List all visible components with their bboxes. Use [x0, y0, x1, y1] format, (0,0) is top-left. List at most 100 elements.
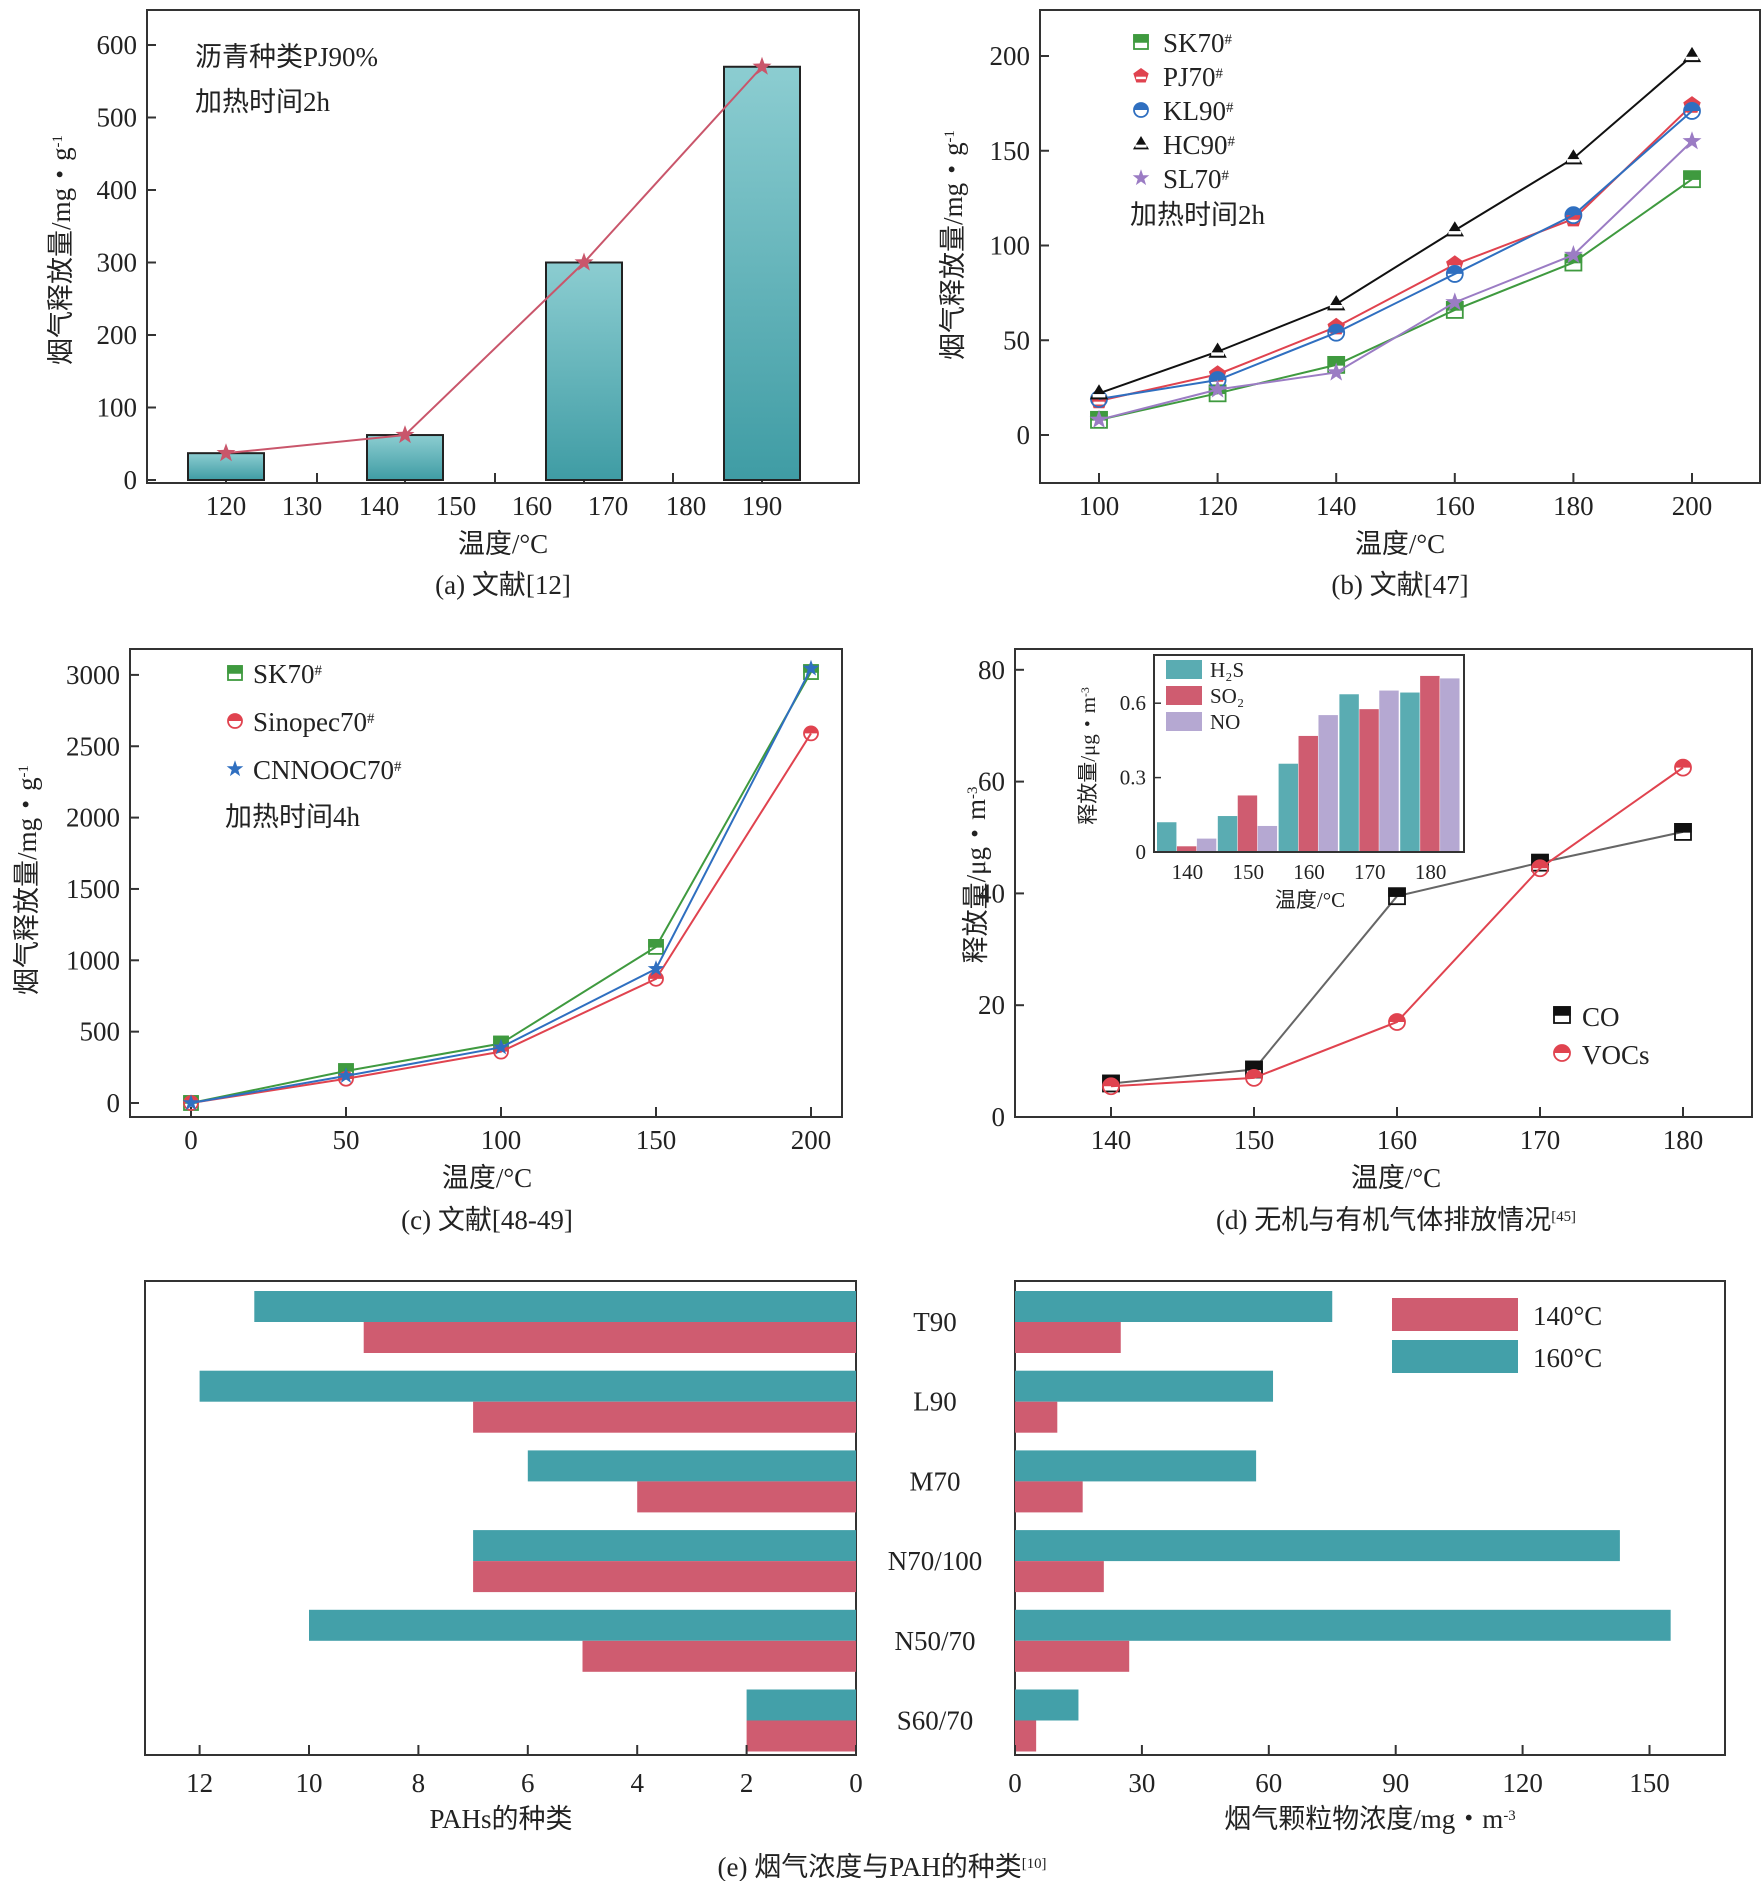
plot-frame-e-right [1014, 1280, 1726, 1756]
data-point-CNNOOC70 [337, 1067, 355, 1083]
legend-swatch [1392, 1340, 1518, 1373]
caption: (a) 文献[12] [435, 570, 571, 600]
inset-bar-170-2 [1379, 690, 1399, 852]
marker-top-half [1133, 34, 1149, 43]
panel-d: 0 20 40 60 80 140 150 160 170 180 CO VOCs 温度/°C 释放量/μ… [961, 648, 1753, 1235]
left-bar-M70-140°C [637, 1481, 856, 1513]
data-point-KL90 [1445, 265, 1464, 283]
panel-e: T90 L90 M70 N70/100 N50/70 S60/70 12 10 8 6 4 2 0 0 30… [144, 1280, 1726, 1881]
x-tick-label: 10 [296, 1768, 323, 1798]
marker-outline [1133, 102, 1149, 118]
legend-marker-KL90 [1133, 102, 1149, 118]
y-tick-label: 0 [992, 1102, 1006, 1132]
x-tick-label: 140 [359, 491, 400, 521]
legend-marker-VOCs [1553, 1044, 1571, 1062]
x-tick-label: 180 [1553, 491, 1594, 521]
left-bar-S60/70-160°C [746, 1689, 856, 1721]
bar-170 [545, 261, 623, 481]
left-bar-T90-160°C [254, 1291, 857, 1322]
data-point-SL70 [1563, 245, 1583, 264]
inset-bar-150-1 [1237, 795, 1258, 852]
y-axis-label-text: 烟气释放量/mg・g-1 [12, 765, 42, 995]
data-point-CNNOOC70 [182, 1094, 200, 1111]
x-tick-label: 50 [333, 1125, 360, 1155]
marker-fill [1445, 292, 1465, 311]
x-axis-label: 温度/°C [458, 529, 548, 559]
inset-legend-swatch [1166, 712, 1202, 731]
caption-sup: [10] [1022, 1856, 1047, 1872]
marker-stripe [1329, 305, 1343, 309]
x-tick-label: 4 [630, 1768, 644, 1798]
inset-x-axis-label: 温度/°C [1275, 888, 1345, 912]
y-tick-label: 60 [978, 767, 1005, 797]
annotation: 加热时间2h [1130, 200, 1265, 230]
series-line-SL70 [1098, 140, 1693, 421]
data-point-SL70 [1445, 292, 1465, 311]
x-tick-label: 160 [512, 491, 553, 521]
marker-fill [1208, 379, 1228, 398]
data-point-CNNOOC70 [647, 960, 665, 976]
legend-label: HC90# [1163, 130, 1236, 160]
y-tick-label: 1000 [66, 945, 120, 975]
y-tick-label: 200 [97, 320, 138, 350]
marker-fill [1682, 131, 1702, 150]
x-tick-label: 6 [521, 1768, 535, 1798]
marker-outline [1531, 859, 1549, 878]
marker-stripe [1685, 56, 1699, 61]
legend-label-main: KL90 [1163, 96, 1226, 126]
marker-fill [802, 659, 820, 676]
series-line-HC90 [1098, 55, 1693, 395]
legend-label: SL70# [1163, 164, 1230, 194]
inset-y-axis-label-text-sup: -3 [1080, 687, 1092, 697]
caption: (e) 烟气浓度与PAH的种类[10] [718, 1852, 1047, 1881]
legend-label: VOCs [1582, 1040, 1650, 1070]
x-axis-label-right-main: 烟气颗粒物浓度/mg・m [1224, 1804, 1503, 1834]
inset-bar-180-0 [1400, 692, 1420, 852]
legend-label-sup: # [1216, 66, 1224, 82]
plot-frame-b [1039, 9, 1761, 484]
data-point-CNNOOC70 [802, 659, 820, 676]
x-axis-label: 温度/°C [1355, 529, 1445, 559]
category-label: M70 [909, 1466, 960, 1496]
category-label: N50/70 [895, 1626, 976, 1656]
data-point-HC90 [1208, 342, 1227, 358]
y-tick-label: 0 [107, 1088, 121, 1118]
caption-main: (e) 烟气浓度与PAH的种类 [718, 1852, 1022, 1881]
inset-bar-140-2 [1196, 838, 1217, 852]
marker-outline [1564, 206, 1583, 225]
inset-y-tick-label: 0.3 [1120, 766, 1146, 790]
bar-120 [187, 452, 265, 481]
data-point-SK70 [1683, 170, 1701, 189]
marker-outline [1102, 1077, 1120, 1096]
legend-marker-HC90 [1132, 136, 1150, 150]
marker-fill [395, 425, 415, 444]
marker-fill [337, 1067, 355, 1083]
legend-label: KL90# [1163, 96, 1234, 126]
y-tick-label: 2500 [66, 731, 120, 761]
legend-marker-CNNOOC70 [226, 760, 244, 777]
series-line-KL90 [1098, 110, 1693, 400]
x-tick-label: 60 [1255, 1768, 1282, 1798]
legend-label: SK70# [253, 659, 323, 689]
data-point-SL70 [1089, 409, 1109, 428]
y-tick-label: 300 [97, 248, 138, 278]
y-tick-label: 400 [97, 175, 138, 205]
x-tick-label: 150 [1234, 1125, 1275, 1155]
right-bar-N50/70-160°C [1015, 1609, 1671, 1641]
marker-outline [1388, 1013, 1406, 1031]
data-point-VOCs [1102, 1077, 1120, 1096]
x-tick-label: 100 [481, 1125, 522, 1155]
category-label: N70/100 [888, 1546, 983, 1576]
legend-label-sup: # [367, 711, 375, 727]
x-tick-label: 140 [1316, 491, 1357, 521]
inset-x-tick-label: 150 [1232, 860, 1264, 884]
inset-bar-170-1 [1359, 709, 1379, 852]
y-tick-label: 200 [990, 41, 1031, 71]
x-tick-label: 30 [1128, 1768, 1155, 1798]
inset-bar-150-0 [1217, 816, 1238, 852]
marker-top-half [227, 665, 243, 674]
x-axis-label-left: PAHs的种类 [429, 1804, 572, 1834]
marker-fill [226, 760, 244, 777]
marker-top-half [1388, 887, 1406, 897]
legend-label-sup: # [1225, 32, 1233, 48]
